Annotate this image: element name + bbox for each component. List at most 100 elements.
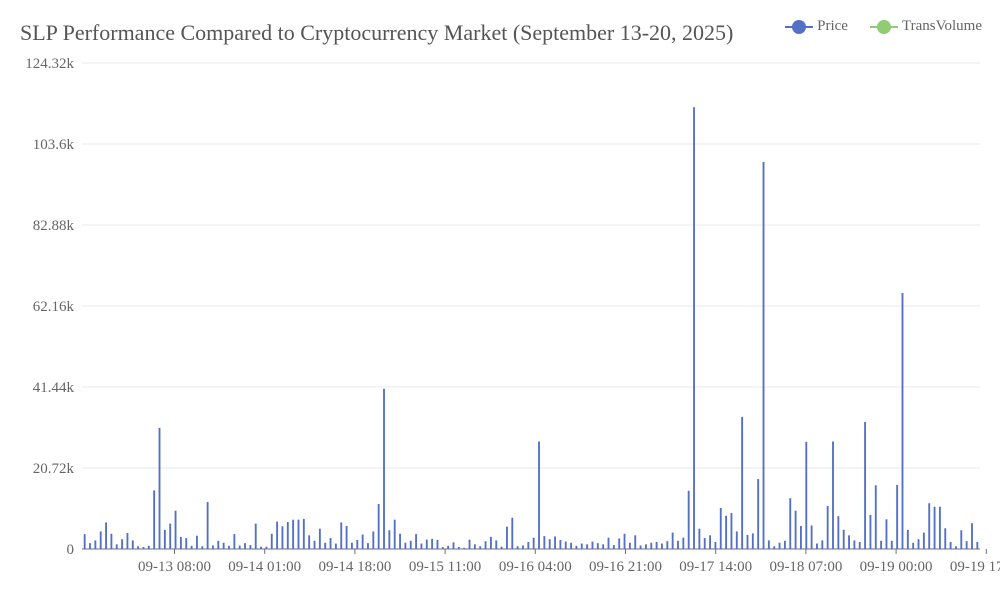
price-bar xyxy=(292,519,295,549)
price-bar xyxy=(457,547,460,549)
price-bar xyxy=(361,534,364,549)
price-bar xyxy=(163,529,166,549)
x-tick-label: 09-17 14:00 xyxy=(679,559,752,575)
legend: Price TransVolume xyxy=(785,18,982,35)
price-bar xyxy=(94,540,97,549)
price-bar xyxy=(238,545,241,549)
price-bar xyxy=(105,522,107,549)
price-bar xyxy=(575,545,578,549)
price-bar xyxy=(917,539,920,549)
price-bar xyxy=(816,543,818,549)
price-bar xyxy=(324,542,327,549)
price-bar xyxy=(532,537,535,549)
price-bar xyxy=(944,528,947,549)
price-bar xyxy=(906,529,909,549)
price-bar xyxy=(933,506,936,549)
price-bar xyxy=(89,543,91,549)
price-bar xyxy=(623,533,626,549)
price-bar xyxy=(698,528,701,549)
price-bar xyxy=(912,542,915,549)
price-bar xyxy=(334,543,337,549)
price-bar xyxy=(714,541,717,549)
price-bar xyxy=(495,540,498,549)
price-bar xyxy=(703,538,706,549)
price-bar xyxy=(350,542,353,549)
price-bar xyxy=(169,523,172,549)
price-bar xyxy=(473,544,476,549)
price-bar xyxy=(607,537,610,549)
price-bar xyxy=(837,516,840,549)
price-bar xyxy=(602,544,605,549)
x-tick-label: 09-13 08:00 xyxy=(138,559,211,575)
price-bar xyxy=(195,535,198,549)
price-bar xyxy=(746,534,749,549)
price-bar xyxy=(270,533,273,549)
price-bar xyxy=(938,506,941,549)
price-bar xyxy=(276,521,279,549)
price-bar xyxy=(313,540,316,549)
price-bar xyxy=(773,546,776,549)
x-tick-label: 09-14 18:00 xyxy=(318,559,391,575)
price-bar xyxy=(158,427,161,549)
price-bar xyxy=(174,510,177,549)
price-bar xyxy=(634,535,637,549)
price-bar xyxy=(356,540,359,549)
price-bar xyxy=(971,523,973,549)
price-bar xyxy=(751,533,754,549)
price-bar xyxy=(452,542,455,549)
price-bar xyxy=(399,533,401,549)
price-bar xyxy=(682,537,685,549)
price-bar xyxy=(901,292,904,549)
price-bar xyxy=(596,543,599,549)
price-bar xyxy=(858,541,861,549)
price-bar xyxy=(142,547,145,549)
y-tick-label: 41.44k xyxy=(33,380,75,396)
price-bar xyxy=(554,536,556,549)
legend-label-transvolume: TransVolume xyxy=(901,18,982,34)
y-tick-label: 82.88k xyxy=(33,218,75,234)
price-bar xyxy=(340,522,343,549)
price-bar xyxy=(783,540,786,549)
price-bar xyxy=(890,540,893,549)
price-bar xyxy=(527,541,530,549)
price-bar xyxy=(201,546,204,549)
price-bar xyxy=(222,542,225,549)
price-bar xyxy=(131,540,134,549)
price-bar xyxy=(420,543,423,549)
price-bar xyxy=(922,532,925,549)
price-bar xyxy=(693,107,695,549)
price-bar xyxy=(543,536,546,549)
price-bar xyxy=(190,545,193,549)
price-bar xyxy=(409,540,412,549)
price-bar xyxy=(810,525,813,549)
x-tick-label: 09-19 17:00 xyxy=(950,559,1000,575)
price-bar xyxy=(99,531,102,549)
legend-label-price: Price xyxy=(817,18,848,34)
price-bar xyxy=(367,543,369,549)
price-bar xyxy=(388,530,391,549)
price-bar xyxy=(874,485,877,549)
price-bar xyxy=(677,540,679,549)
price-bar xyxy=(318,528,321,549)
price-bar xyxy=(484,541,487,549)
price-bar xyxy=(254,523,257,549)
price-bar xyxy=(789,498,792,549)
price-bar xyxy=(778,542,781,549)
x-tick-label: 09-14 01:00 xyxy=(228,559,301,575)
price-bar xyxy=(821,540,824,549)
price-bar xyxy=(591,541,594,549)
price-bar xyxy=(244,543,246,549)
price-bar xyxy=(110,533,113,549)
price-bar xyxy=(896,484,899,549)
legend-item-transvolume[interactable]: TransVolume xyxy=(869,18,982,35)
y-tick-label: 103.6k xyxy=(33,137,75,153)
price-bar xyxy=(687,490,690,549)
price-bar xyxy=(799,525,802,549)
legend-item-price[interactable]: Price xyxy=(785,18,848,35)
price-bar xyxy=(121,539,124,549)
price-bar xyxy=(506,526,508,549)
chart-title: SLP Performance Compared to Cryptocurren… xyxy=(20,20,734,45)
price-bar xyxy=(308,535,311,549)
price-bar xyxy=(570,542,573,549)
price-bar xyxy=(559,540,562,549)
